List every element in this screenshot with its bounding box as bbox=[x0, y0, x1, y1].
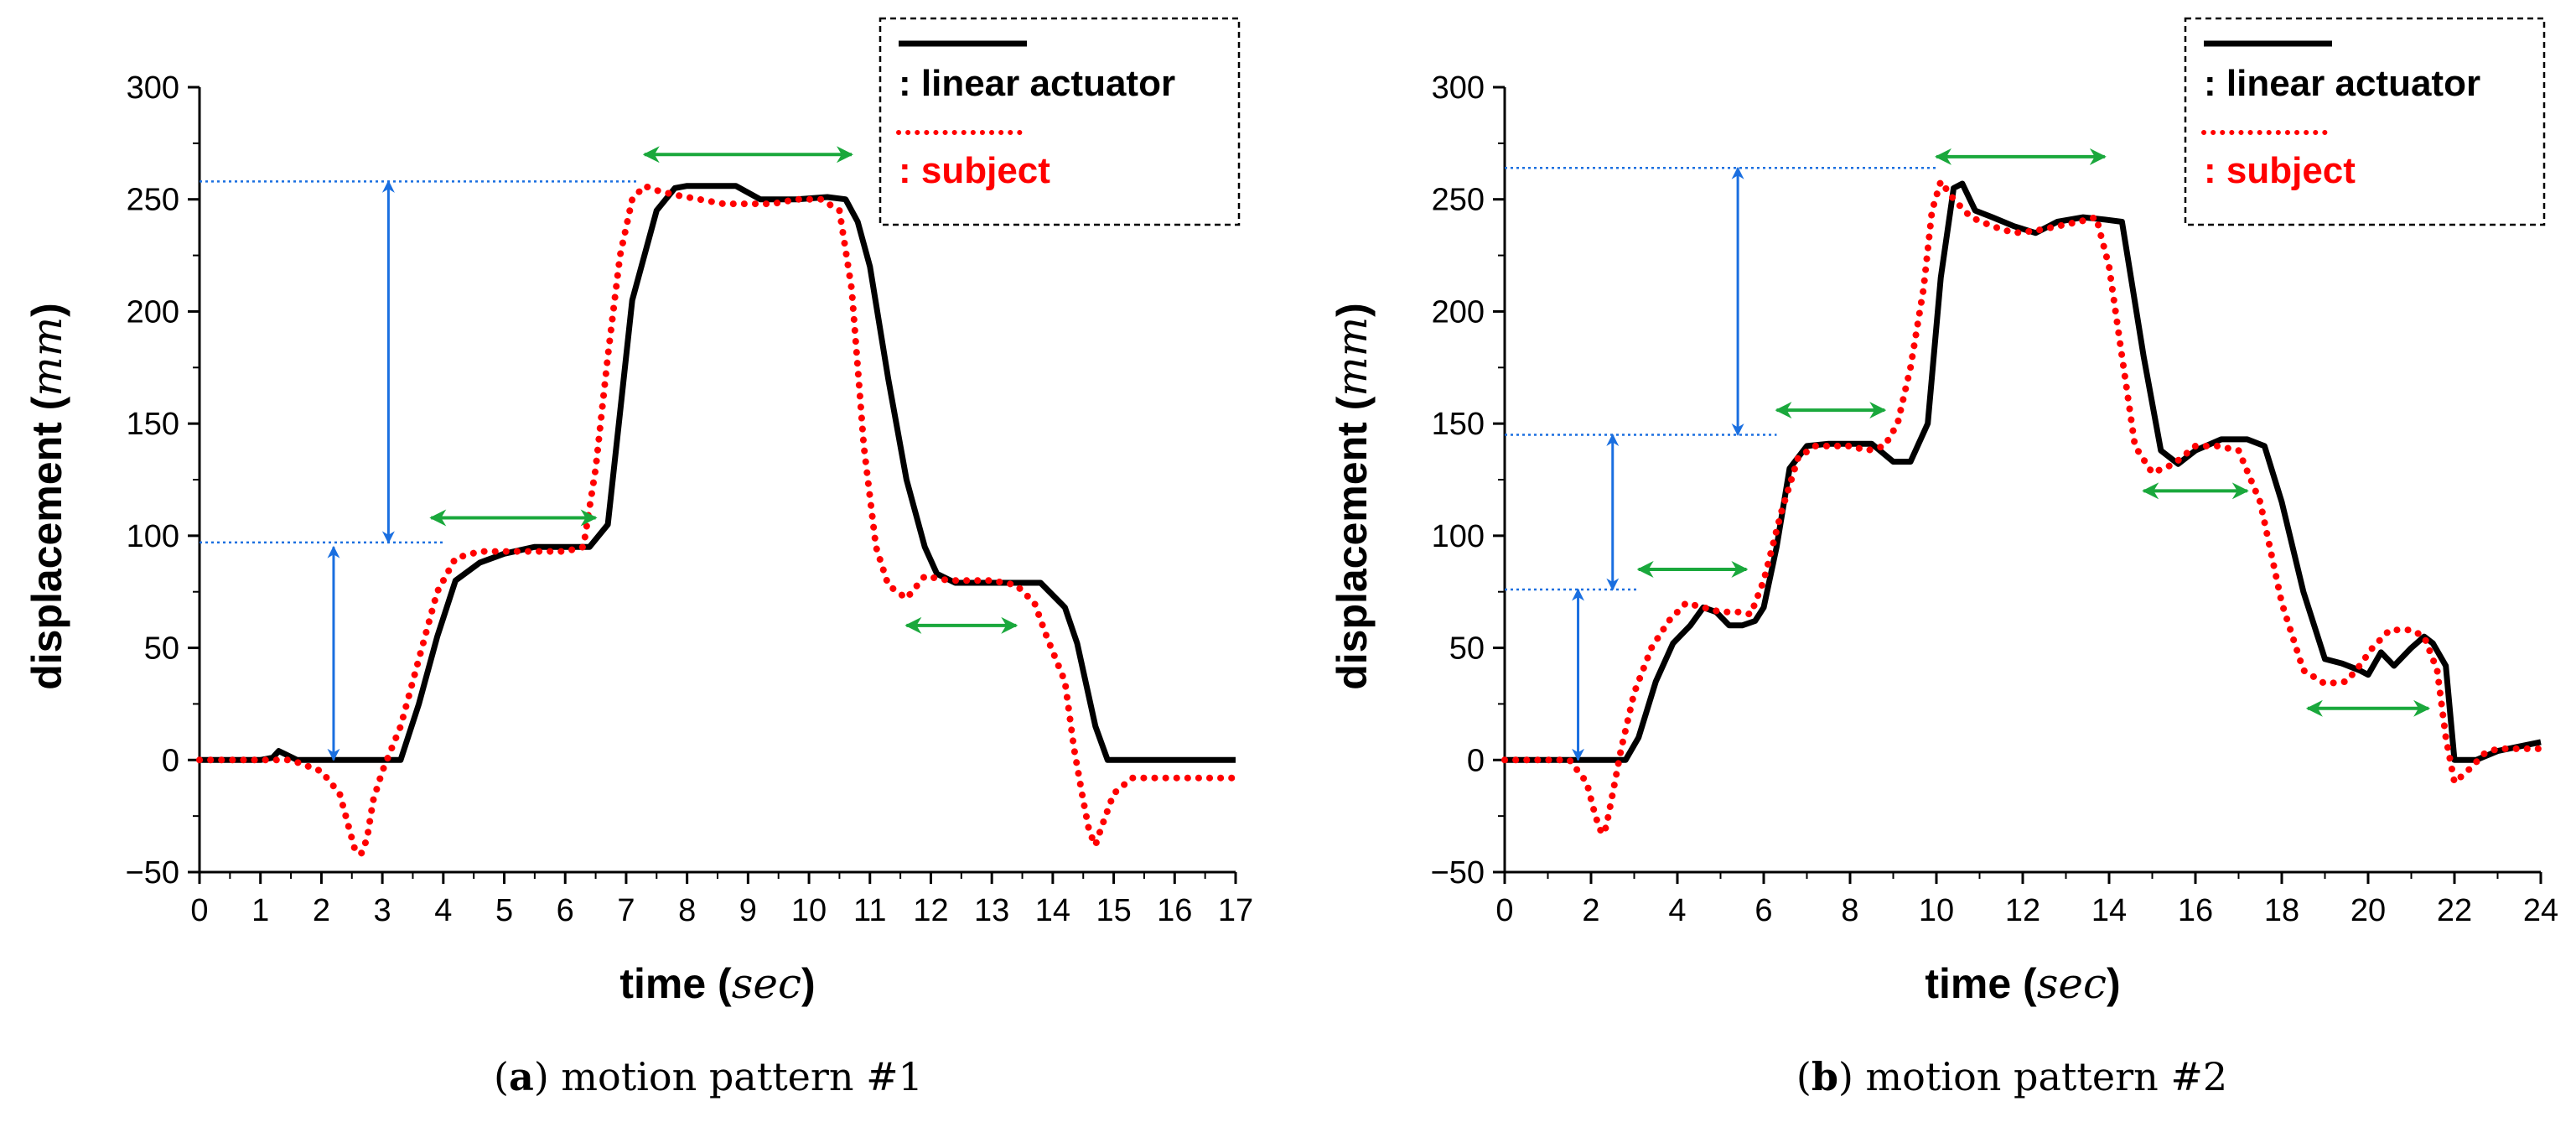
y-axis-title-unit: mm bbox=[23, 317, 71, 397]
x-tick-label: 3 bbox=[374, 893, 391, 928]
x-tick-label: 2 bbox=[1582, 893, 1599, 928]
x-tick-label: 8 bbox=[678, 893, 696, 928]
series-line-linear-actuator bbox=[1505, 180, 2542, 763]
legend-label-subject: : subject bbox=[2204, 150, 2356, 191]
y-tick-label: 300 bbox=[127, 70, 179, 106]
x-tick-label: 10 bbox=[1919, 893, 1954, 928]
y-tick-label: 250 bbox=[127, 183, 179, 218]
y-axis-title-main: displacement ( bbox=[1329, 396, 1376, 689]
legend-label-subject: : subject bbox=[899, 150, 1050, 191]
x-tick-label: 6 bbox=[557, 893, 574, 928]
x-axis-title-main: time ( bbox=[619, 960, 732, 1007]
caption-open-paren: ( bbox=[494, 1054, 509, 1099]
x-tick-label: 22 bbox=[2437, 893, 2472, 928]
y-tick-label: 150 bbox=[1432, 407, 1485, 442]
caption-close-paren: ) bbox=[534, 1054, 549, 1099]
y-tick-label: 50 bbox=[1449, 631, 1485, 667]
x-tick-label: 4 bbox=[1668, 893, 1686, 928]
y-tick-label: 200 bbox=[127, 294, 179, 330]
x-tick-label: 0 bbox=[190, 893, 208, 928]
x-tick-label: 10 bbox=[791, 893, 827, 928]
y-tick-label: 250 bbox=[1432, 183, 1485, 218]
x-tick-label: 17 bbox=[1218, 893, 1253, 928]
x-tick-label: 16 bbox=[2178, 893, 2213, 928]
y-axis-title: displacement (mm) bbox=[1328, 303, 1376, 690]
y-tick-label: 150 bbox=[127, 407, 179, 442]
y-tick-label: 0 bbox=[1467, 743, 1485, 778]
panel-caption: (b) motion pattern #2 bbox=[1796, 1054, 2227, 1099]
caption-open-paren: ( bbox=[1796, 1054, 1811, 1099]
x-axis-title-close: ) bbox=[2107, 960, 2121, 1007]
series-line-linear-actuator bbox=[200, 183, 1236, 763]
y-tick-label: 100 bbox=[1432, 519, 1485, 554]
x-tick-label: 18 bbox=[2264, 893, 2299, 928]
legend-label-linear-actuator: : linear actuator bbox=[899, 63, 1175, 104]
series-line-subject bbox=[1501, 178, 2544, 838]
y-axis-title-unit: mm bbox=[1328, 317, 1376, 397]
legend-label-linear-actuator: : linear actuator bbox=[2204, 63, 2480, 104]
y-axis-title-close: ) bbox=[1329, 303, 1376, 317]
x-tick-label: 1 bbox=[251, 893, 269, 928]
y-tick-label: 0 bbox=[162, 743, 179, 778]
x-tick-label: 24 bbox=[2523, 893, 2558, 928]
y-axis-title-close: ) bbox=[23, 303, 70, 317]
x-tick-label: 8 bbox=[1841, 893, 1858, 928]
x-tick-label: 14 bbox=[1035, 893, 1070, 928]
y-tick-label: 300 bbox=[1432, 70, 1485, 106]
x-axis-title-close: ) bbox=[801, 960, 816, 1007]
x-tick-label: 16 bbox=[1157, 893, 1192, 928]
x-tick-label: 0 bbox=[1495, 893, 1513, 928]
y-tick-label: 50 bbox=[144, 631, 179, 667]
x-axis-title: time (sec) bbox=[1925, 959, 2120, 1008]
legend-box bbox=[879, 17, 1241, 226]
series-line-subject bbox=[196, 182, 1239, 858]
x-axis-title-main: time ( bbox=[1925, 960, 2037, 1007]
x-tick-label: 5 bbox=[495, 893, 513, 928]
x-tick-label: 15 bbox=[1096, 893, 1131, 928]
panel-caption: (a) motion pattern #1 bbox=[494, 1054, 923, 1099]
y-tick-label: −50 bbox=[1431, 855, 1485, 891]
x-tick-label: 2 bbox=[313, 893, 330, 928]
x-tick-label: 20 bbox=[2351, 893, 2386, 928]
y-axis-title-main: displacement ( bbox=[23, 396, 70, 689]
y-tick-label: 100 bbox=[127, 519, 179, 554]
x-tick-label: 14 bbox=[2091, 893, 2127, 928]
x-axis-title-unit: sec bbox=[2037, 959, 2107, 1008]
y-axis-title: displacement (mm) bbox=[23, 303, 71, 690]
y-tick-label: −50 bbox=[126, 855, 179, 891]
legend: : linear actuator : subject bbox=[879, 17, 1241, 226]
caption-letter: a bbox=[509, 1054, 534, 1099]
x-axis-title-unit: sec bbox=[732, 959, 801, 1008]
caption-text: motion pattern #2 bbox=[1853, 1054, 2227, 1099]
caption-close-paren: ) bbox=[1838, 1054, 1853, 1099]
legend: : linear actuator : subject bbox=[2184, 17, 2546, 226]
caption-text: motion pattern #1 bbox=[549, 1054, 923, 1099]
x-tick-label: 6 bbox=[1754, 893, 1772, 928]
x-tick-label: 4 bbox=[434, 893, 452, 928]
x-tick-label: 13 bbox=[974, 893, 1009, 928]
caption-letter: b bbox=[1811, 1054, 1838, 1099]
x-tick-label: 9 bbox=[739, 893, 757, 928]
x-tick-label: 11 bbox=[853, 893, 886, 928]
y-tick-label: 200 bbox=[1432, 294, 1485, 330]
x-axis-title: time (sec) bbox=[619, 959, 815, 1008]
x-tick-label: 12 bbox=[913, 893, 948, 928]
x-tick-label: 12 bbox=[2005, 893, 2040, 928]
legend-box bbox=[2184, 17, 2546, 226]
x-tick-label: 7 bbox=[617, 893, 635, 928]
